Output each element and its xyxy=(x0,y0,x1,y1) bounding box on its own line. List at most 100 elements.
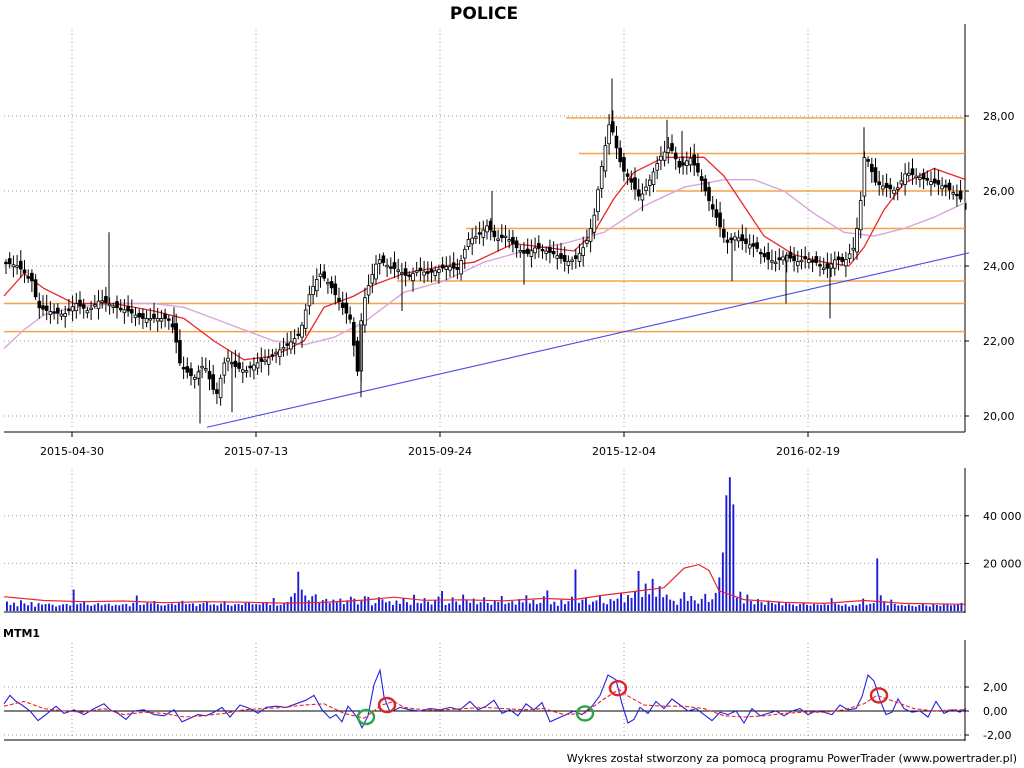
volume-bar-43 xyxy=(156,604,159,611)
volume-bar-165 xyxy=(585,598,587,611)
candle-body-52 xyxy=(196,371,201,379)
candle-body-39 xyxy=(148,318,153,321)
volume-bar-161 xyxy=(571,596,573,611)
volume-bar-157 xyxy=(556,605,559,611)
candle-body-170 xyxy=(633,177,637,190)
volume-bar-79 xyxy=(283,602,286,611)
volume-bar-5 xyxy=(23,603,26,611)
momentum-line xyxy=(3,668,967,730)
volume-bar-238 xyxy=(841,605,844,611)
candle-body-258 xyxy=(958,190,963,200)
candle-body-84 xyxy=(314,279,319,292)
candle-body-90 xyxy=(337,297,341,303)
candle-body-82 xyxy=(307,294,312,307)
volume-bar-69 xyxy=(248,602,250,611)
volume-bar-56 xyxy=(202,603,205,611)
candle-body-219 xyxy=(814,256,819,263)
volume-bar-110 xyxy=(392,605,394,611)
candle-body-54 xyxy=(203,368,208,371)
momentum-signal-line xyxy=(3,688,966,719)
candle-body-32 xyxy=(122,309,127,314)
volume-bar-126 xyxy=(448,603,451,611)
volume-bar-54 xyxy=(195,606,198,611)
volume-bar-1 xyxy=(9,605,12,611)
candle-body-182 xyxy=(677,160,682,168)
volume-bar-2 xyxy=(13,602,15,611)
volume-bar-269 xyxy=(950,605,952,611)
volume-bar-225 xyxy=(795,606,798,611)
volume-bar-200 xyxy=(707,602,710,611)
volume-bar-230 xyxy=(813,603,815,611)
volume-bar-19 xyxy=(72,589,75,611)
volume-bar-100 xyxy=(356,604,359,611)
candle-body-187 xyxy=(696,163,700,173)
mtm-ytick-label-2: 2,00 xyxy=(983,681,1008,694)
candle-body-66 xyxy=(248,365,253,369)
volume-bar-245 xyxy=(865,604,868,611)
volume-bar-217 xyxy=(767,600,770,611)
candle-body-23 xyxy=(89,307,93,310)
volume-bar-131 xyxy=(465,599,468,611)
volume-bar-184 xyxy=(651,578,654,611)
candle-body-188 xyxy=(699,176,704,181)
candle-body-95 xyxy=(355,340,360,372)
candle-body-126 xyxy=(470,237,474,245)
chart-title: POLICE xyxy=(450,4,518,24)
volume-bar-124 xyxy=(441,591,443,611)
volume-bar-18 xyxy=(69,605,72,611)
moving-average-slow xyxy=(3,179,967,350)
candle-body-242 xyxy=(899,180,904,185)
volume-bar-112 xyxy=(399,603,401,611)
candle-body-120 xyxy=(448,266,452,271)
volume-bar-146 xyxy=(518,599,521,611)
volume-bar-191 xyxy=(676,604,679,611)
volume-bar-172 xyxy=(609,599,612,611)
candle-body-165 xyxy=(614,135,619,149)
xtick-label-4: 2016-02-19 xyxy=(776,445,840,458)
volume-bar-198 xyxy=(700,598,703,611)
volume-bar-32 xyxy=(118,605,121,611)
momentum-panel: MTM1 -2,00 0,00 2,00 xyxy=(3,627,1011,742)
candle-body-77 xyxy=(289,341,293,350)
volume-bar-215 xyxy=(760,602,763,611)
candle-body-132 xyxy=(492,230,497,238)
volume-bar-169 xyxy=(599,595,601,611)
candle-body-171 xyxy=(636,189,641,197)
volume-bar-240 xyxy=(848,606,851,611)
volume-bar-44 xyxy=(160,605,163,611)
candle-body-211 xyxy=(784,254,789,262)
volume-bar-156 xyxy=(553,601,556,611)
candle-body-201 xyxy=(747,244,752,249)
candle-body-168 xyxy=(625,173,630,177)
volume-bar-235 xyxy=(830,598,833,611)
candle-body-222 xyxy=(825,263,830,269)
candle-body-0 xyxy=(4,261,8,265)
candle-body-13 xyxy=(52,311,56,314)
candle-body-122 xyxy=(455,267,460,270)
volume-bar-95 xyxy=(339,598,342,611)
candle-body-60 xyxy=(226,357,230,362)
volume-bar-271 xyxy=(957,604,959,611)
candle-body-253 xyxy=(940,185,944,190)
volume-bar-72 xyxy=(258,604,261,611)
candle-body-12 xyxy=(48,311,53,316)
volume-bar-138 xyxy=(490,604,493,611)
volume-bar-109 xyxy=(388,601,391,611)
volume-bar-211 xyxy=(746,594,749,611)
candle-body-26 xyxy=(100,300,105,303)
candle-body-51 xyxy=(192,377,197,380)
volume-bar-257 xyxy=(907,604,910,611)
volume-bar-86 xyxy=(307,600,310,611)
volume-bar-248 xyxy=(876,558,879,611)
volume-bar-261 xyxy=(921,603,924,611)
volume-bar-105 xyxy=(374,603,377,611)
vol-ytick-label-1: 40 000 xyxy=(983,510,1022,523)
volume-bar-52 xyxy=(188,603,191,611)
candle-body-255 xyxy=(947,182,952,191)
candle-body-185 xyxy=(688,157,693,166)
volume-bar-71 xyxy=(255,604,258,611)
candle-body-70 xyxy=(263,359,267,363)
volume-bar-228 xyxy=(806,604,808,611)
candle-body-76 xyxy=(285,343,289,346)
candle-body-5 xyxy=(22,269,27,274)
